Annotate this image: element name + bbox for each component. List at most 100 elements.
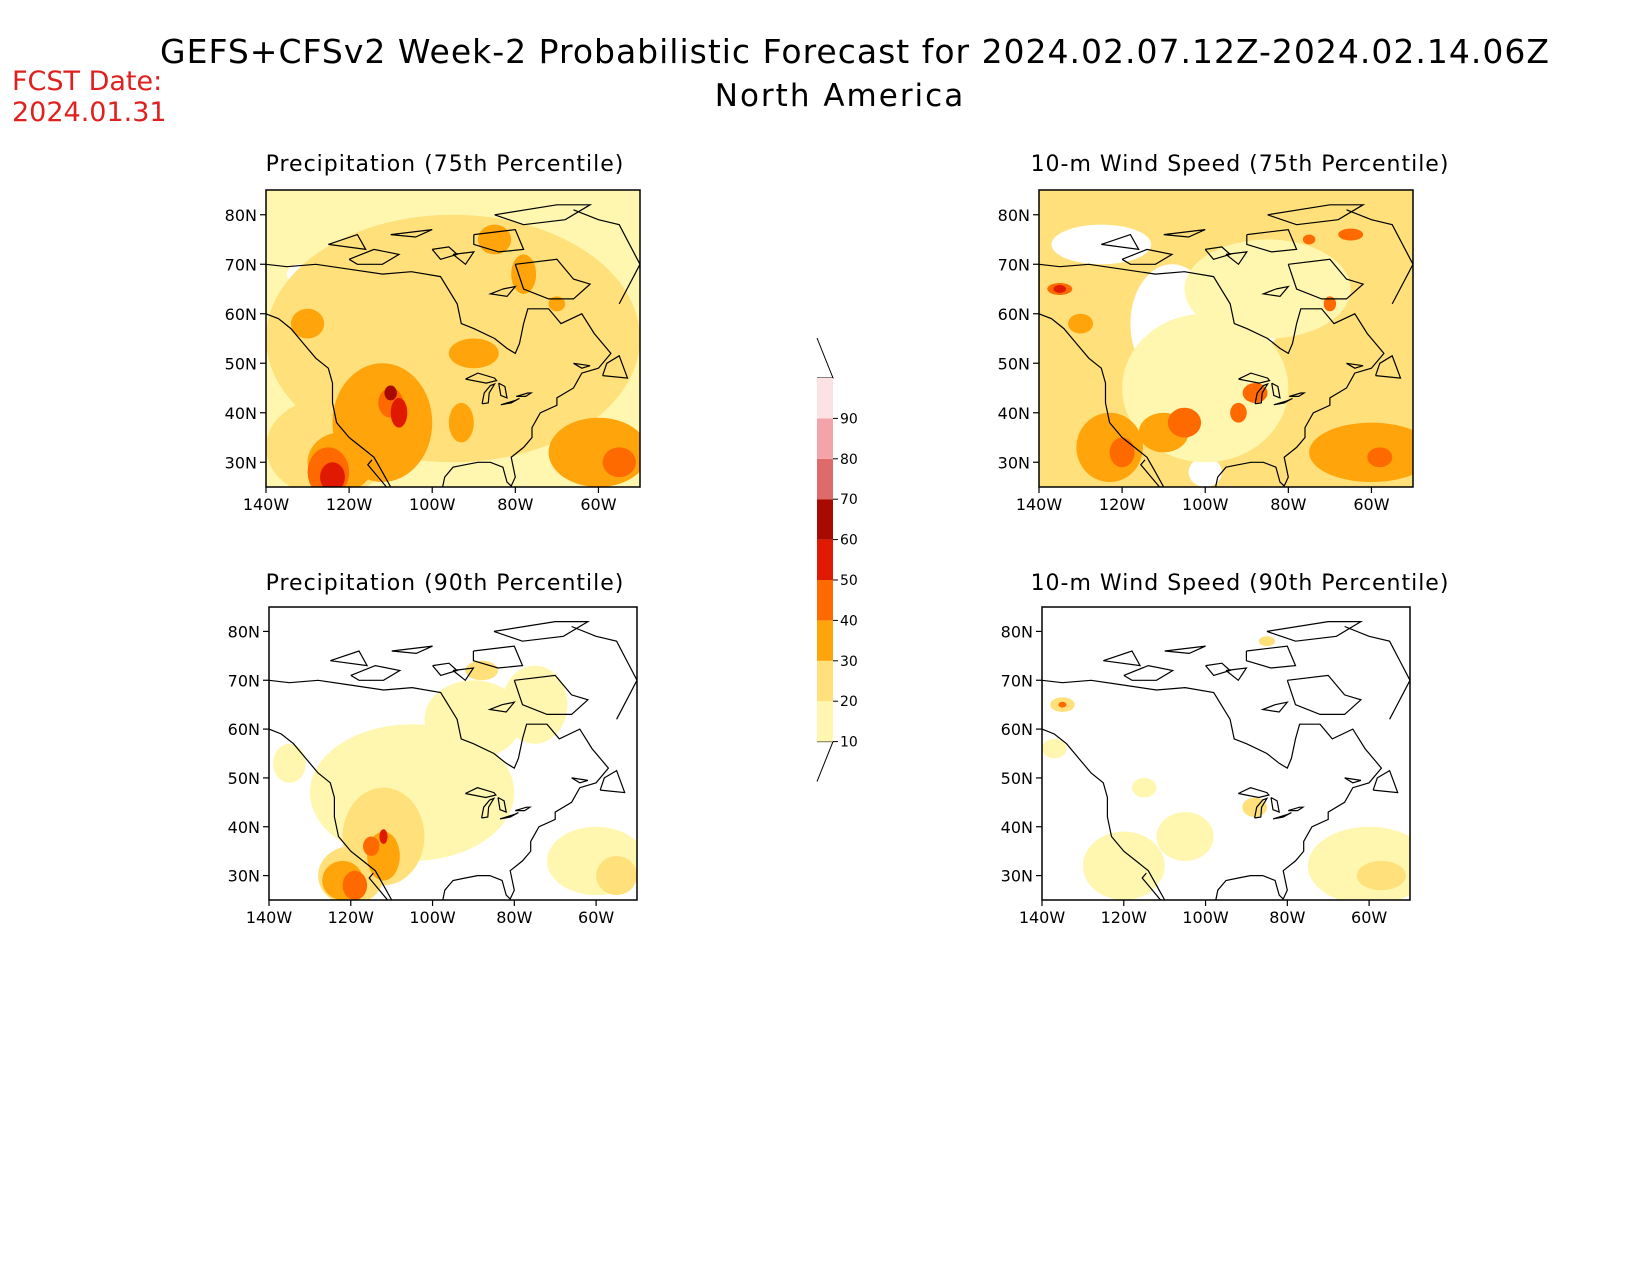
coastline-wind-75-14 (1261, 285, 1290, 298)
colorbar-swatch-2 (817, 620, 833, 661)
map-probability-contour-wind-90-2 (1082, 831, 1165, 900)
colorbar-label-6: 70 (840, 492, 858, 508)
colorbar-swatch-5 (817, 499, 833, 540)
coastline-precip-75-1 (367, 459, 387, 487)
map-probability-contour-wind-90-7 (1258, 636, 1276, 647)
coastline-precip-75-11 (390, 229, 433, 238)
lat-label-wind-90-1: 70N (1001, 671, 1033, 690)
colorbar-label-2: 30 (840, 654, 858, 670)
coastline-precip-90-15 (571, 625, 637, 720)
map-probability-contour-wind-90-9 (1131, 777, 1157, 798)
map-probability-contour-precip-75-8 (384, 385, 397, 401)
coastline-wind-90-0 (1042, 679, 1383, 900)
coastline-precip-90-13 (513, 674, 590, 715)
map-probability-contour-precip-75-5 (320, 462, 345, 487)
coastline-precip-75-6 (516, 392, 534, 397)
coastline-precip-75-18 (452, 251, 476, 266)
map-probability-contour-wind-75-3 (1109, 437, 1135, 468)
coastline-wind-75-17 (1375, 354, 1402, 379)
coastline-wind-90-13 (1286, 674, 1363, 715)
lat-label-wind-90-0: 80N (1001, 622, 1033, 641)
colorbar-swatch-0 (817, 701, 833, 742)
coastline-wind-75-0 (1039, 263, 1385, 487)
lon-label-wind-75-0: 140W (1016, 495, 1063, 514)
map-probability-contour-wind-75-5 (1167, 407, 1202, 438)
colorbar-label-7: 80 (840, 452, 858, 468)
colorbar-swatch-8 (817, 378, 833, 419)
colorbar-label-1: 20 (840, 694, 858, 710)
lat-label-wind-90-3: 50N (1001, 769, 1033, 788)
map-probability-contour-wind-75-11 (1053, 285, 1067, 293)
lon-label-wind-90-1: 120W (1101, 908, 1148, 927)
coastline-precip-75-17 (602, 354, 629, 379)
panel-title-precip-75: Precipitation (75th Percentile) (265, 152, 625, 177)
coastline-precip-90-9 (472, 645, 524, 669)
coastline-precip-90-6 (515, 806, 532, 812)
colorbar-swatch-4 (817, 539, 833, 580)
lon-label-wind-90-4: 60W (1351, 908, 1387, 927)
lat-label-wind-75-4: 40N (998, 404, 1030, 423)
coastline-precip-90-2 (465, 787, 497, 799)
coastline-wind-90-5 (1272, 812, 1292, 820)
map-probability-contour-wind-75-15 (1068, 313, 1094, 334)
map-probability-contour-precip-90-8 (363, 836, 380, 857)
coastline-wind-90-15 (1344, 625, 1410, 720)
panel-title-wind-90: 10-m Wind Speed (90th Percentile) (1030, 571, 1450, 596)
coastline-precip-90-10 (493, 621, 591, 642)
lon-label-precip-90-2: 100W (409, 908, 456, 927)
colorbar-label-3: 40 (840, 613, 858, 629)
lon-label-wind-75-1: 120W (1099, 495, 1146, 514)
lat-label-precip-75-4: 40N (225, 404, 257, 423)
forecast-date: FCST Date: 2024.01.31 (12, 66, 167, 128)
lon-label-wind-75-4: 60W (1353, 495, 1389, 514)
lon-label-precip-75-1: 120W (326, 495, 373, 514)
map-blank-area-wind-75-3 (1188, 457, 1222, 487)
map-probability-contour-precip-75-9 (448, 338, 499, 369)
coastline-wind-90-17 (1372, 769, 1399, 794)
lat-label-precip-90-0: 80N (228, 622, 260, 641)
coastline-precip-75-9 (473, 228, 525, 253)
coastline-wind-75-18 (1225, 251, 1249, 266)
coastline-precip-90-11 (391, 645, 433, 655)
coastline-wind-75-15 (1346, 209, 1413, 305)
lon-label-wind-90-0: 140W (1019, 908, 1066, 927)
panel-title-precip-90: Precipitation (90th Percentile) (265, 571, 625, 596)
lon-label-precip-75-3: 80W (497, 495, 533, 514)
lat-label-precip-90-3: 50N (228, 769, 260, 788)
colorbar-label-0: 10 (840, 735, 858, 751)
coastline-wind-90-16 (1344, 777, 1362, 784)
lon-label-precip-75-4: 60W (580, 495, 616, 514)
lat-label-precip-75-0: 80N (225, 206, 257, 225)
coastline-wind-75-16 (1346, 362, 1364, 369)
lon-label-wind-90-3: 80W (1269, 908, 1305, 927)
lat-label-wind-75-2: 60N (998, 305, 1030, 324)
map-panel-precip-75: 80N 70N 60N 50N 40N 30N 140W 120W 100W 80W 60W (225, 189, 641, 514)
coastline-precip-90-3 (481, 797, 496, 819)
coastline-precip-75-16 (573, 362, 591, 369)
map-frame-precip-75 (265, 189, 641, 488)
lon-label-wind-75-3: 80W (1270, 495, 1306, 514)
map-probability-contour-precip-90-9 (379, 829, 388, 844)
colorbar-swatch-7 (817, 418, 833, 459)
map-panel-wind-90: 80N 70N 60N 50N 40N 30N 140W 120W 100W 80W 60W (1001, 606, 1411, 927)
map-panel-precip-90: 80N 70N 60N 50N 40N 30N 140W 120W 100W 80W 60W (228, 606, 638, 927)
lat-label-precip-75-1: 70N (225, 255, 257, 274)
coastline-precip-75-15 (573, 209, 640, 305)
coastline-precip-90-14 (487, 701, 516, 713)
map-probability-contour-wind-90-1 (1356, 860, 1406, 891)
coastline-wind-75-12 (1101, 233, 1140, 251)
coastline-precip-90-18 (452, 667, 475, 682)
coastline-wind-75-6 (1289, 392, 1307, 397)
lat-label-wind-90-5: 30N (1001, 867, 1033, 886)
map-probability-contour-wind-75-13 (1302, 234, 1316, 245)
coastline-wind-75-5 (1273, 397, 1293, 406)
map-probability-contour-precip-90-11 (596, 856, 637, 896)
lon-label-precip-90-4: 60W (578, 908, 614, 927)
coastline-wind-90-12 (1103, 650, 1142, 667)
colorbar-swatch-1 (817, 660, 833, 702)
lat-label-wind-75-1: 70N (998, 255, 1030, 274)
coastline-wind-90-9 (1245, 645, 1297, 669)
lon-label-precip-75-2: 100W (409, 495, 456, 514)
coastline-wind-90-14 (1260, 701, 1289, 713)
